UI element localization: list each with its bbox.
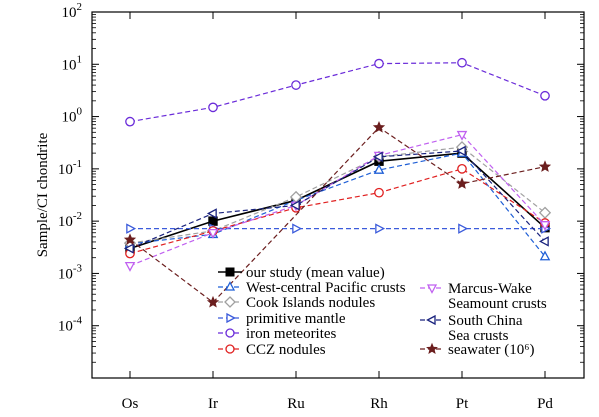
data-point-circle bbox=[540, 90, 550, 101]
data-point-square bbox=[225, 267, 235, 277]
data-point-circle bbox=[208, 102, 218, 113]
data-point-triangle-right bbox=[126, 223, 137, 234]
data-point-star bbox=[538, 160, 552, 172]
series-group bbox=[125, 164, 550, 259]
y-tick-label: 101 bbox=[62, 53, 83, 73]
data-point-triangle-right bbox=[292, 223, 303, 234]
data-point-triangle-left bbox=[455, 145, 466, 157]
legend-label: Sea crusts bbox=[448, 328, 509, 344]
data-point-triangle-down bbox=[426, 284, 438, 294]
data-point-circle bbox=[225, 328, 235, 338]
data-point-triangle-left bbox=[123, 243, 134, 254]
legend-label: primitive mantle bbox=[246, 311, 346, 327]
data-point-triangle-right bbox=[226, 312, 236, 324]
series-line bbox=[129, 146, 546, 244]
data-point-circle bbox=[457, 57, 467, 68]
data-point-triangle-down bbox=[207, 228, 219, 239]
series-line bbox=[129, 152, 546, 257]
x-tick-label: Pt bbox=[456, 396, 469, 412]
legend-entry: iron meteorites bbox=[218, 326, 337, 342]
series-line bbox=[129, 62, 546, 123]
y-tick-label: 100 bbox=[62, 106, 83, 126]
series-layer bbox=[123, 57, 552, 308]
legend-label: CCZ nodules bbox=[246, 342, 326, 358]
data-point-star bbox=[455, 177, 469, 189]
data-point-triangle-up bbox=[224, 281, 236, 291]
legend-label: our study (mean value) bbox=[246, 265, 385, 281]
legend-label: West-central Pacific crusts bbox=[246, 280, 406, 296]
data-point-triangle-left bbox=[289, 200, 300, 211]
legend-label: South China bbox=[448, 313, 523, 329]
data-point-triangle-down bbox=[124, 261, 136, 272]
series-group bbox=[124, 130, 551, 272]
series-line bbox=[129, 152, 546, 250]
axes-layer: 10-4 10-3 10-2 10-1 100 101 102 Os Ir Ru Rh Pt Pd Sam… bbox=[35, 1, 585, 412]
y-tick-label: 10-1 bbox=[58, 158, 82, 178]
data-point-star bbox=[372, 120, 386, 133]
data-point-triangle-left bbox=[538, 236, 549, 247]
y-axis-title: Sample/CI chondrite bbox=[35, 132, 51, 257]
x-tick-label: Pd bbox=[537, 396, 553, 412]
series-group bbox=[123, 141, 552, 250]
data-point-triangle-down bbox=[456, 130, 468, 141]
data-point-circle bbox=[291, 80, 301, 90]
series-group bbox=[126, 223, 552, 234]
legend-label: Seamount crusts bbox=[448, 296, 547, 312]
legend-entry: seawater (10⁶) bbox=[420, 342, 534, 358]
y-tick-label: 10-3 bbox=[58, 262, 83, 282]
data-point-triangle-left bbox=[426, 314, 436, 326]
legend-entry: West-central Pacific crusts bbox=[218, 280, 406, 296]
data-point-star bbox=[206, 295, 220, 308]
y-tick-label: 102 bbox=[62, 1, 83, 21]
data-point-circle bbox=[225, 344, 235, 354]
data-point-circle bbox=[374, 58, 384, 69]
data-point-triangle-left bbox=[372, 151, 383, 163]
x-tick-label: Ir bbox=[208, 396, 218, 412]
data-point-triangle-right bbox=[375, 223, 386, 234]
series-group bbox=[123, 120, 552, 308]
y-tick-label: 10-2 bbox=[58, 210, 82, 230]
data-point-star bbox=[426, 342, 438, 355]
data-point-diamond bbox=[538, 206, 552, 219]
data-point-diamond bbox=[224, 296, 236, 308]
data-point-circle bbox=[125, 116, 135, 127]
legend-layer: our study (mean value)West-central Pacif… bbox=[218, 265, 547, 358]
series-group bbox=[123, 145, 549, 254]
legend-entry: our study (mean value) bbox=[218, 265, 385, 281]
legend-entry: CCZ nodules bbox=[218, 342, 326, 358]
x-tick-label: Ru bbox=[287, 396, 305, 412]
data-point-star bbox=[123, 233, 137, 245]
data-point-circle bbox=[457, 164, 467, 174]
data-point-triangle-up bbox=[373, 163, 385, 174]
series-group bbox=[125, 57, 550, 127]
series-line bbox=[129, 150, 546, 250]
x-tick-label: Rh bbox=[370, 396, 388, 412]
legend-label: iron meteorites bbox=[246, 326, 337, 342]
data-point-triangle-left bbox=[206, 208, 217, 219]
legend-entry: primitive mantle bbox=[218, 311, 346, 327]
data-point-triangle-down bbox=[539, 221, 551, 231]
series-line bbox=[129, 134, 546, 267]
y-tick-label: 10-4 bbox=[58, 315, 83, 335]
x-tick-label: Os bbox=[122, 396, 139, 412]
data-point-circle bbox=[374, 187, 384, 198]
plot-frame bbox=[91, 11, 585, 379]
legend-entry: Cook Islands nodules bbox=[218, 295, 375, 311]
legend-label: Marcus-Wake bbox=[448, 281, 532, 297]
legend-label: Cook Islands nodules bbox=[246, 295, 375, 311]
data-point-triangle-up bbox=[539, 250, 551, 261]
legend-label: seawater (10⁶) bbox=[448, 342, 534, 358]
data-point-triangle-right bbox=[458, 223, 469, 234]
